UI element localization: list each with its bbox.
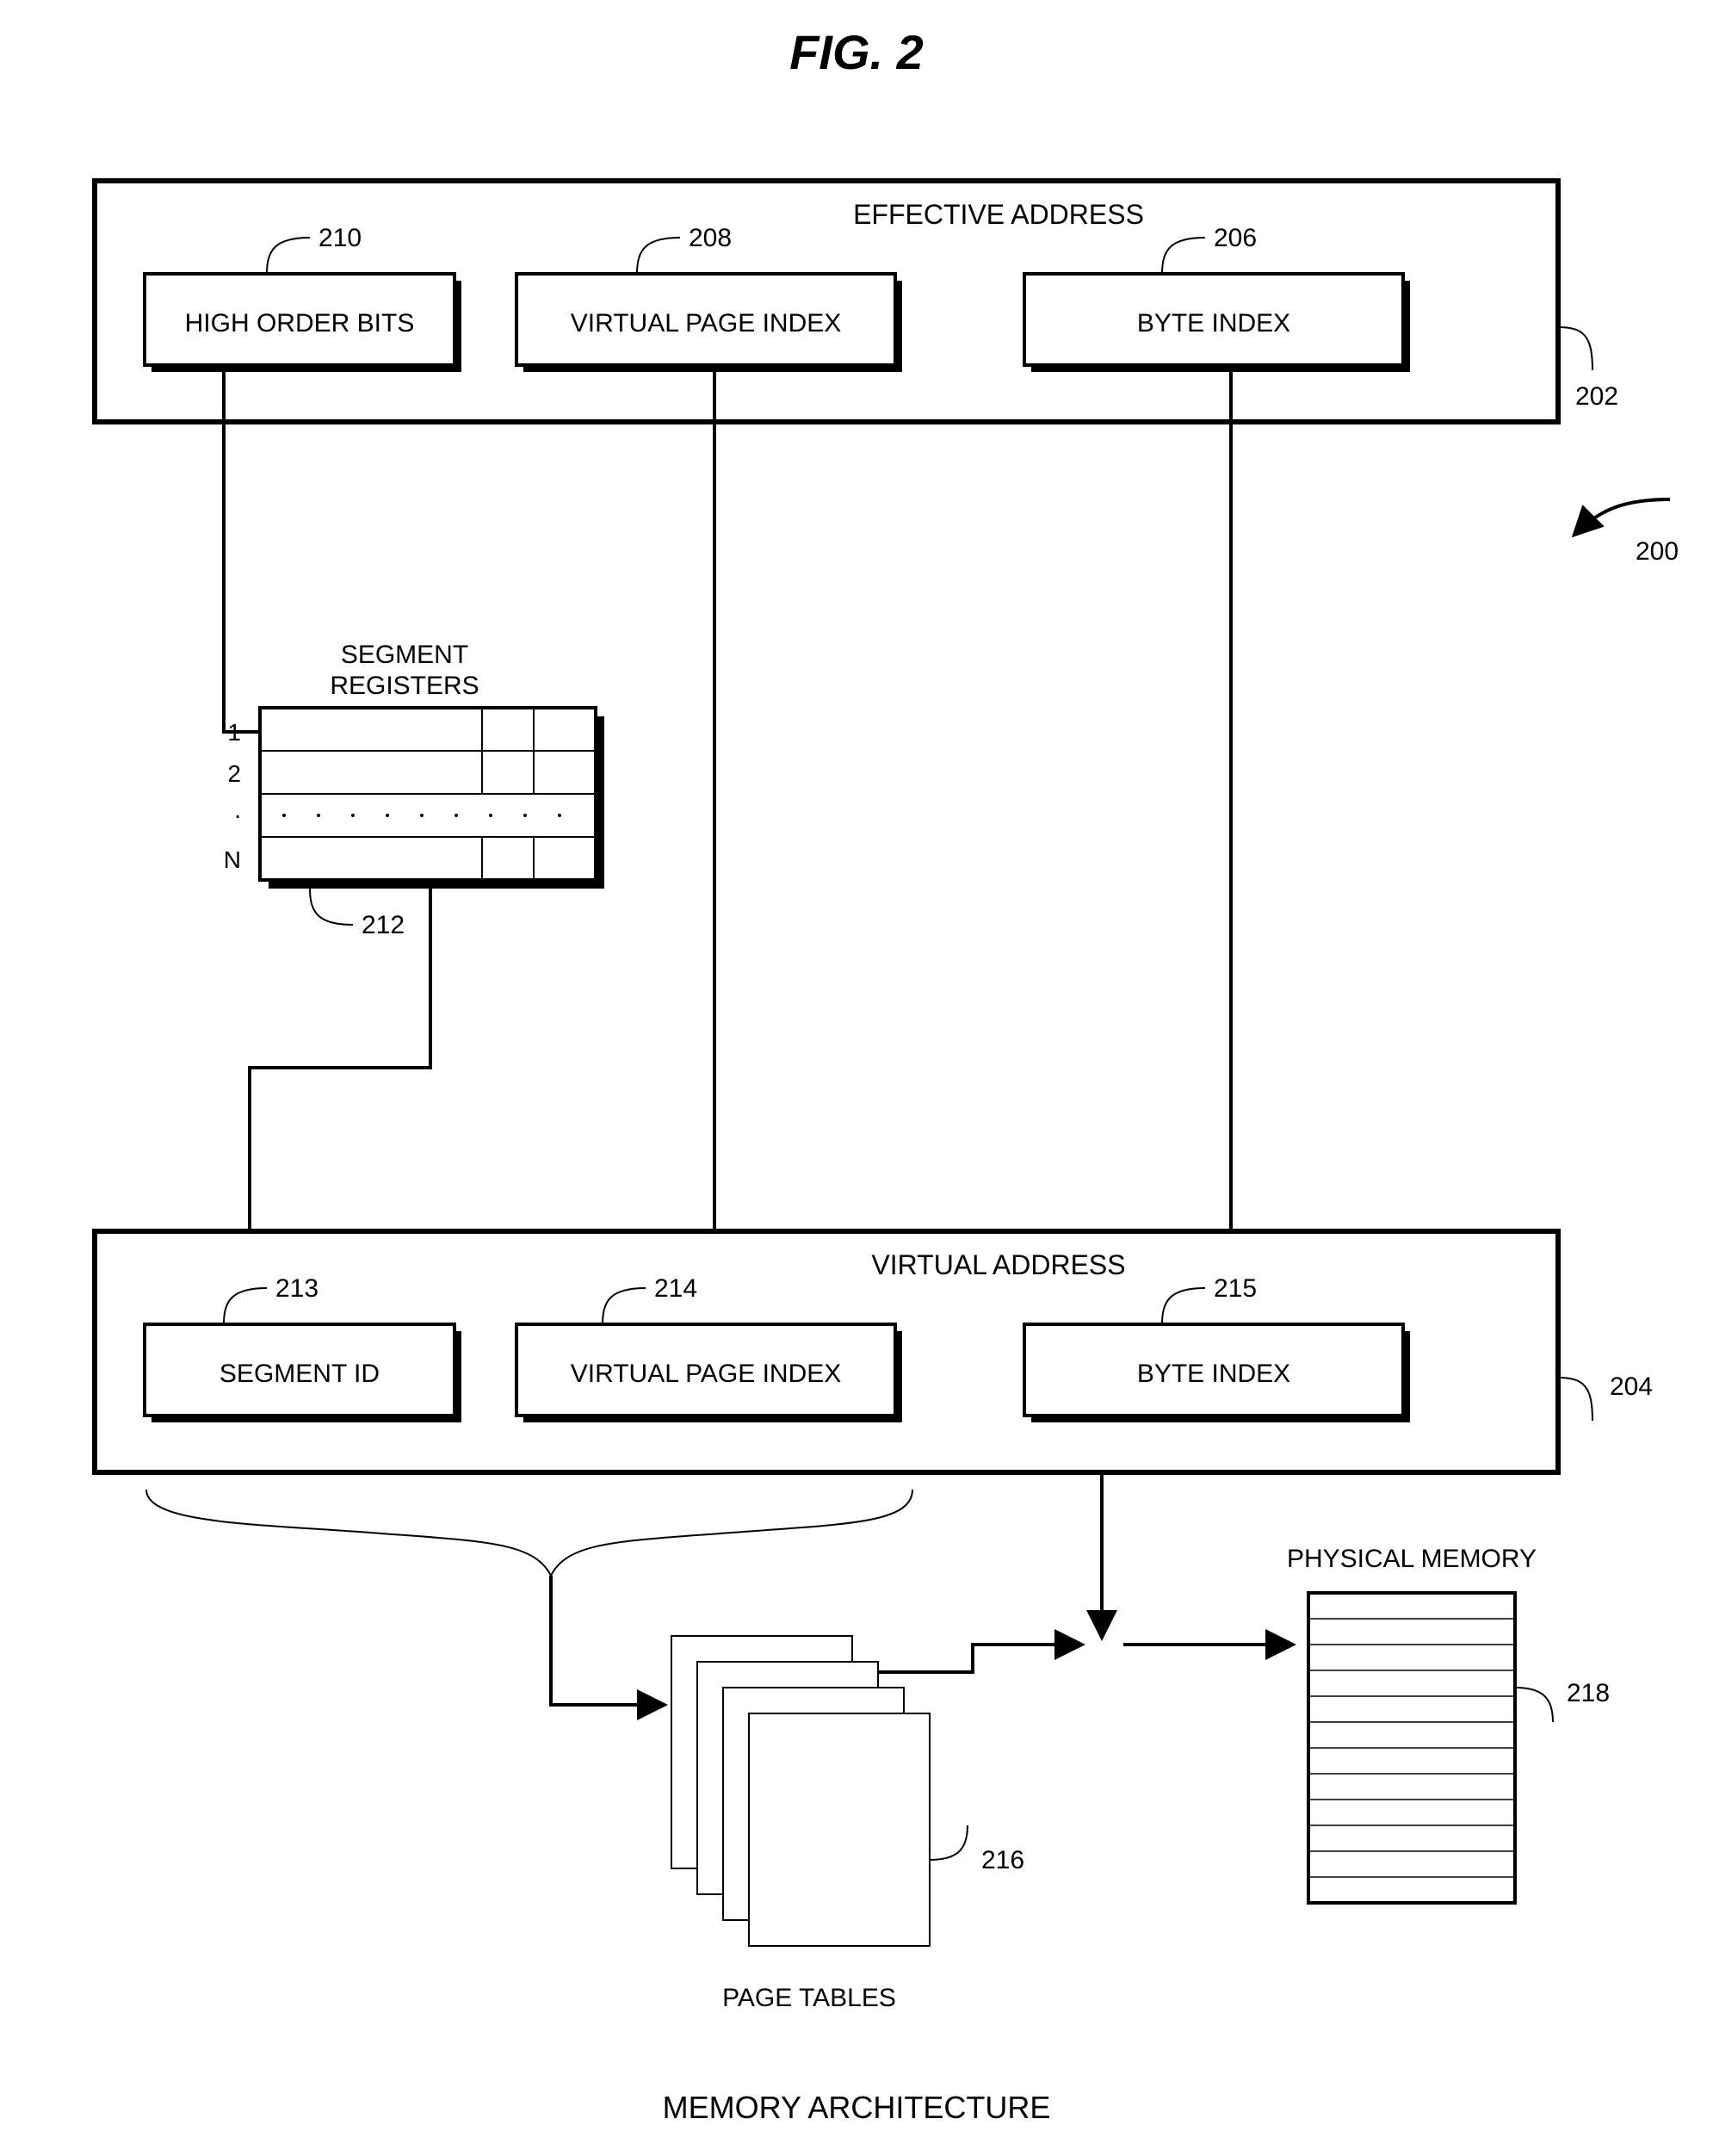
segment-registers-title-l1: SEGMENT	[341, 641, 468, 669]
page-tables-title: PAGE TABLES	[722, 1984, 896, 2012]
ref-210: 210	[318, 224, 362, 252]
segreg-row-1: 1	[227, 719, 241, 746]
segreg-row-n: N	[224, 846, 241, 873]
conn-pagetables-to-merge	[869, 1645, 1080, 1672]
ref-208: 208	[689, 224, 732, 252]
segment-id-label: SEGMENT ID	[220, 1360, 380, 1388]
ref-218: 218	[1567, 1679, 1610, 1707]
page-tables: 216 PAGE TABLES	[671, 1636, 1024, 2012]
physical-memory: PHYSICAL MEMORY 218	[1287, 1545, 1610, 1903]
segment-registers: SEGMENT REGISTERS 1 2 . N 212	[224, 641, 604, 939]
ref-200: 200	[1575, 499, 1679, 566]
brace	[146, 1490, 912, 1576]
virtual-address-title: VIRTUAL ADDRESS	[871, 1249, 1125, 1280]
conn-segreg-to-segid	[250, 889, 430, 1274]
segreg-row-dot: .	[234, 796, 241, 823]
ref-212: 212	[362, 911, 405, 939]
ref-204: 204	[1610, 1372, 1653, 1401]
effective-address-title: EFFECTIVE ADDRESS	[853, 199, 1144, 230]
virtual-address-block: VIRTUAL ADDRESS SEGMENT ID 213 VIRTUAL P…	[95, 1231, 1653, 1472]
diagram: FIG. 2 EFFECTIVE ADDRESS HIGH ORDER BITS…	[0, 0, 1713, 2156]
ref-214: 214	[654, 1274, 697, 1303]
high-order-bits-label: HIGH ORDER BITS	[185, 309, 415, 338]
ref-202: 202	[1575, 382, 1618, 411]
ref-206: 206	[1214, 224, 1257, 252]
byte-index-ea-label: BYTE INDEX	[1137, 309, 1290, 338]
ref-216: 216	[981, 1846, 1024, 1874]
segreg-row-2: 2	[227, 760, 241, 787]
segment-registers-title-l2: REGISTERS	[330, 672, 479, 700]
ref-213: 213	[275, 1274, 318, 1303]
vpi-va-label: VIRTUAL PAGE INDEX	[571, 1360, 842, 1388]
effective-address-block: EFFECTIVE ADDRESS HIGH ORDER BITS 210 VI…	[95, 181, 1618, 422]
ref-215: 215	[1214, 1274, 1257, 1303]
conn-brace-to-pagetables	[551, 1576, 663, 1705]
svg-text:200: 200	[1636, 537, 1679, 566]
diagram-title: MEMORY ARCHITECTURE	[663, 2090, 1051, 2125]
physical-memory-title: PHYSICAL MEMORY	[1287, 1545, 1537, 1573]
figure-label: FIG. 2	[789, 25, 924, 79]
byte-index-va-label: BYTE INDEX	[1137, 1360, 1290, 1388]
vpi-ea-label: VIRTUAL PAGE INDEX	[571, 309, 842, 338]
